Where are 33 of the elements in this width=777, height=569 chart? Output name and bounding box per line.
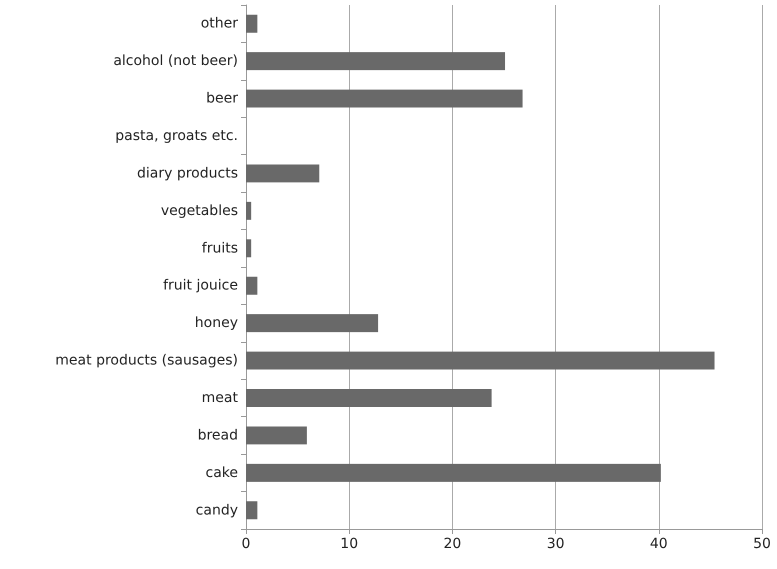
bar <box>246 52 506 70</box>
y-tick-label: cake <box>206 464 238 481</box>
y-tick-label: other <box>200 16 238 32</box>
y-tick-label: meat <box>202 390 238 406</box>
bar <box>246 314 378 332</box>
y-tick-label: beer <box>206 90 238 107</box>
y-tick-label: diary products <box>137 165 238 182</box>
y-tick-label: alcohol (not beer) <box>113 53 238 70</box>
y-tick-label: fruit jouice <box>163 278 238 294</box>
x-tick-label: 20 <box>443 536 462 552</box>
bar <box>246 90 523 108</box>
x-tick-label: 10 <box>340 536 358 552</box>
bar <box>246 352 715 370</box>
y-tick-label: bread <box>198 427 238 444</box>
y-tick-label: meat products (sausages) <box>55 352 238 369</box>
x-tick-label: 30 <box>546 536 565 552</box>
bar <box>246 239 252 258</box>
bar <box>246 501 258 520</box>
bar <box>246 426 307 444</box>
x-tick-label: 0 <box>242 536 250 552</box>
bar <box>246 276 258 295</box>
y-tick-label: fruits <box>202 240 238 256</box>
bar <box>246 164 320 182</box>
x-tick-label: 50 <box>753 536 771 552</box>
x-tick-label: 40 <box>650 536 668 552</box>
y-tick-label: vegetables <box>160 202 238 219</box>
y-tick-label: pasta, groats etc. <box>115 128 238 144</box>
bar <box>246 202 252 220</box>
y-tick-label: candy <box>196 502 238 518</box>
y-tick-label: honey <box>194 315 238 332</box>
bar <box>246 389 492 407</box>
bar <box>246 464 661 482</box>
bar <box>246 14 258 33</box>
